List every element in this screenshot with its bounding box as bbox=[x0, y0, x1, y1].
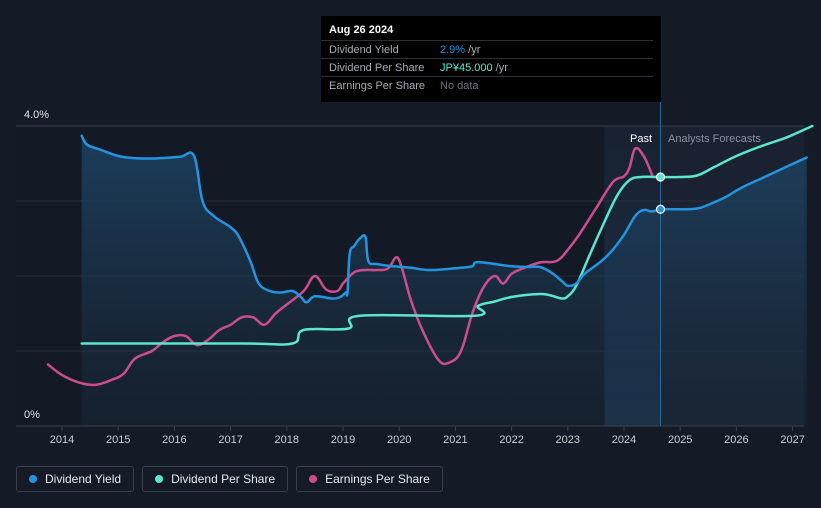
chart-legend: Dividend Yield Dividend Per Share Earnin… bbox=[16, 466, 443, 492]
tooltip-row-label: Dividend Yield bbox=[329, 44, 399, 56]
x-tick-label: 2025 bbox=[668, 434, 692, 446]
x-tick-label: 2020 bbox=[387, 434, 411, 446]
x-axis-ticks: 2014 2015 2016 2017 2018 2019 2020 2021 2022 2023… bbox=[50, 426, 805, 446]
legend-label: Dividend Yield bbox=[45, 472, 122, 486]
tooltip-row-earnings-per-share: Earnings Per Share No data bbox=[321, 76, 653, 95]
legend-dot-icon bbox=[309, 475, 318, 483]
legend-dot-icon bbox=[29, 475, 37, 483]
forecast-label: Analysts Forecasts bbox=[668, 133, 761, 145]
legend-label: Earnings Per Share bbox=[325, 472, 430, 486]
x-tick-label: 2021 bbox=[443, 434, 467, 446]
dividend-yield-marker bbox=[655, 204, 666, 214]
x-tick-label: 2023 bbox=[556, 434, 580, 446]
x-tick-label: 2024 bbox=[612, 434, 636, 446]
tooltip-row-value: 2.9% bbox=[440, 44, 466, 56]
tooltip-row-value: No data bbox=[440, 80, 479, 92]
tooltip-row-dividend-yield: Dividend Yield 2.9% /yr bbox=[321, 40, 653, 59]
dividend-yield-area bbox=[81, 135, 807, 427]
tooltip-row-unit: /yr bbox=[492, 62, 508, 74]
x-tick-label: 2027 bbox=[780, 434, 804, 446]
legend-item-dividend-per-share[interactable]: Dividend Per Share bbox=[142, 466, 289, 492]
tooltip-row-dividend-per-share: Dividend Per Share JP¥45.000 /yr bbox=[321, 58, 653, 77]
x-tick-label: 2018 bbox=[275, 434, 299, 446]
series-lines bbox=[46, 124, 814, 387]
earnings-per-share-line bbox=[46, 146, 654, 387]
tooltip-row-label: Earnings Per Share bbox=[329, 80, 425, 92]
x-tick-label: 2016 bbox=[162, 434, 186, 446]
x-tick-label: 2015 bbox=[106, 434, 130, 446]
past-label: Past bbox=[630, 133, 652, 145]
legend-item-dividend-yield[interactable]: Dividend Yield bbox=[16, 466, 135, 492]
tooltip-row-unit: /yr bbox=[465, 44, 481, 56]
series-markers bbox=[655, 172, 666, 214]
tooltip-date: Aug 26 2024 bbox=[329, 24, 394, 36]
dividend-yield-line bbox=[80, 134, 808, 304]
x-tick-label: 2026 bbox=[724, 434, 748, 446]
x-tick-label: 2014 bbox=[50, 434, 74, 446]
tooltip-row-label: Dividend Per Share bbox=[329, 62, 425, 74]
dividend-per-share-line bbox=[80, 124, 814, 346]
legend-dot-icon bbox=[155, 475, 164, 483]
legend-label: Dividend Per Share bbox=[171, 472, 276, 486]
x-tick-label: 2022 bbox=[499, 434, 523, 446]
dividend-per-share-marker bbox=[655, 172, 666, 182]
x-tick-label: 2019 bbox=[331, 434, 355, 446]
y-tick-zero: 0% bbox=[24, 409, 40, 421]
legend-item-earnings-per-share[interactable]: Earnings Per Share bbox=[296, 466, 443, 492]
y-tick-max: 4.0% bbox=[24, 109, 49, 121]
hover-tooltip: Aug 26 2024 Dividend Yield 2.9% /yr Divi… bbox=[321, 16, 661, 102]
x-tick-label: 2017 bbox=[218, 434, 242, 446]
tooltip-row-value: JP¥45.000 bbox=[440, 62, 493, 74]
